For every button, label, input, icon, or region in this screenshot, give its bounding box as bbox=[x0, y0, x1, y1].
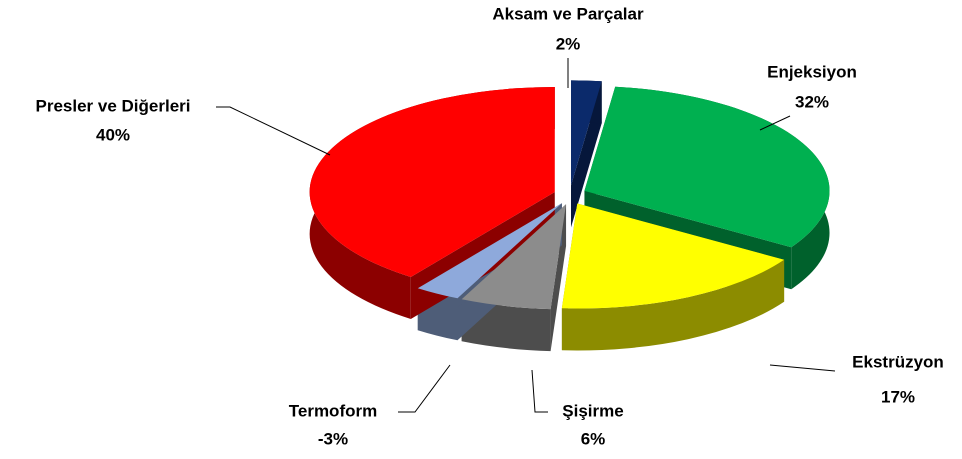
slice-label: Termoform bbox=[289, 401, 377, 420]
value-label: 2% bbox=[556, 34, 581, 53]
leader-line bbox=[531, 369, 548, 413]
slice bbox=[584, 86, 830, 248]
value-label: -3% bbox=[318, 429, 348, 448]
slice-label: Ekstrüzyon bbox=[852, 352, 944, 371]
slice-label: Şişirme bbox=[562, 401, 623, 420]
slice-label: Aksam ve Parçalar bbox=[492, 4, 644, 23]
value-label: 40% bbox=[96, 125, 130, 144]
leader-line bbox=[769, 364, 836, 372]
slice-label: Presler ve Diğerleri bbox=[36, 96, 191, 115]
slice-side bbox=[561, 259, 785, 351]
leader-line bbox=[759, 115, 791, 131]
slice-label: Enjeksiyon bbox=[767, 62, 857, 81]
slice bbox=[417, 203, 562, 299]
leader-line bbox=[398, 364, 451, 413]
value-label: 17% bbox=[881, 387, 915, 406]
slice bbox=[309, 86, 555, 278]
slice bbox=[571, 80, 602, 186]
value-label: 6% bbox=[581, 429, 606, 448]
slice bbox=[561, 203, 785, 309]
slice bbox=[461, 204, 567, 310]
value-label: 32% bbox=[795, 92, 829, 111]
leader-line bbox=[216, 106, 331, 156]
